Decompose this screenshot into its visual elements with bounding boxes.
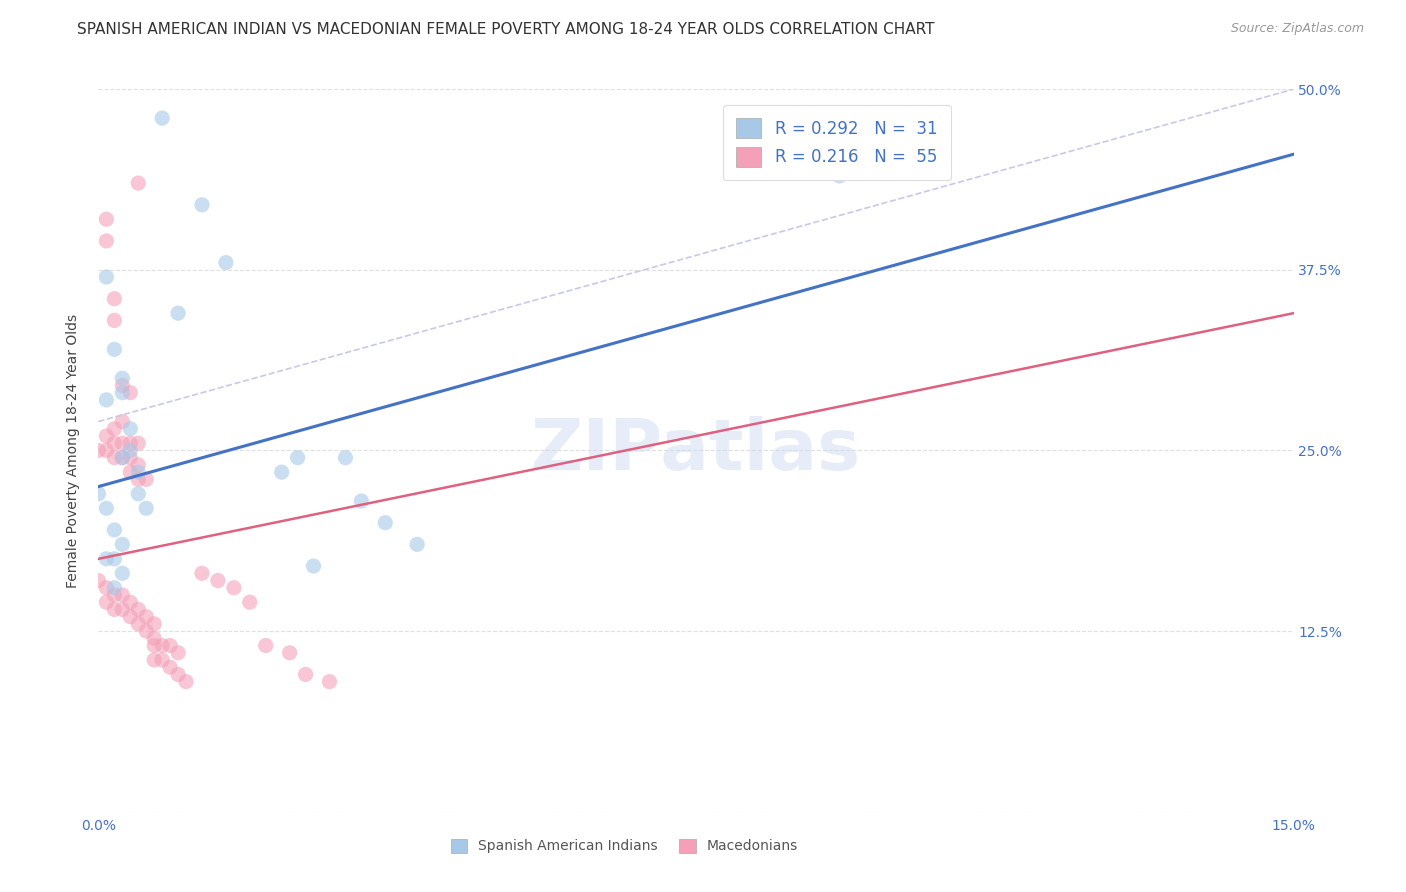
Point [135,609,157,624]
Point [159,639,181,653]
Point [127,616,149,631]
Point [191,198,214,212]
Point [270,465,292,479]
Point [103,523,125,537]
Point [127,487,149,501]
Point [96,212,118,227]
Point [374,516,396,530]
Point [135,624,157,639]
Point [278,646,301,660]
Point [150,653,173,667]
Point [191,566,214,581]
Point [103,551,125,566]
Point [207,574,229,588]
Point [120,450,142,465]
Point [254,639,277,653]
Point [222,581,245,595]
Point [127,472,149,486]
Point [111,537,134,551]
Point [120,436,142,450]
Point [111,602,134,616]
Point [143,653,166,667]
Point [111,371,134,385]
Point [406,537,429,551]
Point [103,343,125,357]
Point [87,574,110,588]
Point [167,667,190,681]
Point [120,422,142,436]
Point [120,385,142,400]
Point [143,639,166,653]
Point [96,234,118,248]
Text: ZIPatlas: ZIPatlas [531,416,860,485]
Point [127,465,149,479]
Point [96,443,118,458]
Point [111,436,134,450]
Point [294,667,316,681]
Point [127,602,149,616]
Point [318,674,340,689]
Point [103,450,125,465]
Y-axis label: Female Poverty Among 18-24 Year Olds: Female Poverty Among 18-24 Year Olds [66,313,80,588]
Point [135,472,157,486]
Point [215,255,238,269]
Point [302,559,325,574]
Point [127,176,149,190]
Point [111,385,134,400]
Point [96,581,118,595]
Point [167,306,190,320]
Text: SPANISH AMERICAN INDIAN VS MACEDONIAN FEMALE POVERTY AMONG 18-24 YEAR OLDS CORRE: SPANISH AMERICAN INDIAN VS MACEDONIAN FE… [77,22,935,37]
Point [96,551,118,566]
Point [111,566,134,581]
Point [111,450,134,465]
Point [174,674,197,689]
Point [287,450,309,465]
Point [103,422,125,436]
Point [103,602,125,616]
Point [127,436,149,450]
Point [87,487,110,501]
Point [350,494,373,508]
Point [127,458,149,472]
Point [96,429,118,443]
Legend: Spanish American Indians, Macedonians: Spanish American Indians, Macedonians [446,833,803,859]
Point [103,588,125,602]
Point [828,169,851,183]
Point [135,501,157,516]
Point [111,378,134,392]
Point [103,292,125,306]
Point [96,501,118,516]
Point [120,609,142,624]
Point [167,646,190,660]
Point [143,632,166,646]
Point [120,595,142,609]
Point [87,443,110,458]
Point [335,450,357,465]
Point [239,595,262,609]
Text: Source: ZipAtlas.com: Source: ZipAtlas.com [1230,22,1364,36]
Point [103,581,125,595]
Point [143,616,166,631]
Point [103,313,125,327]
Point [111,588,134,602]
Point [111,415,134,429]
Point [120,443,142,458]
Point [96,595,118,609]
Point [103,436,125,450]
Point [96,392,118,407]
Point [150,111,173,125]
Point [150,639,173,653]
Point [96,270,118,285]
Point [159,660,181,674]
Point [120,465,142,479]
Point [111,450,134,465]
